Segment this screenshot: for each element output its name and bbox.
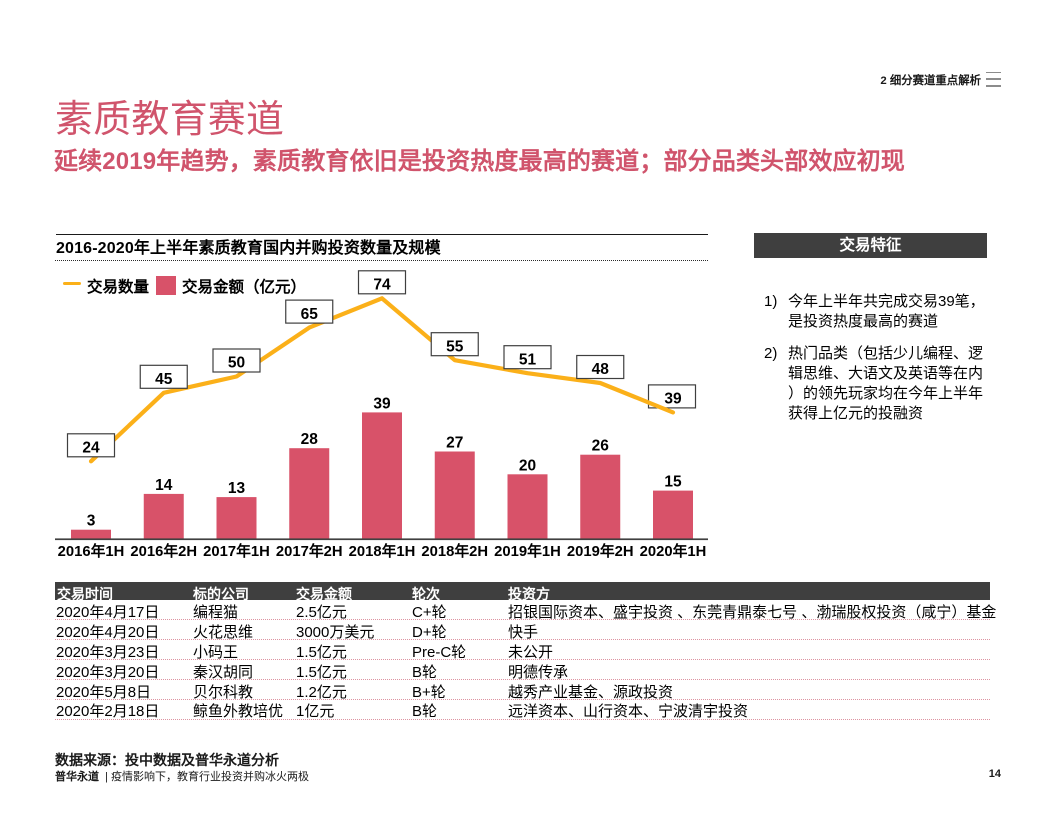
svg-text:27: 27 <box>446 435 463 452</box>
svg-text:2017年1H: 2017年1H <box>203 542 270 560</box>
svg-text:13: 13 <box>228 480 246 497</box>
svg-text:20: 20 <box>519 457 536 474</box>
svg-text:2018年2H: 2018年2H <box>421 542 488 560</box>
svg-text:45: 45 <box>155 371 173 388</box>
svg-text:65: 65 <box>301 306 319 323</box>
svg-text:14: 14 <box>155 477 173 494</box>
svg-text:55: 55 <box>446 338 464 355</box>
svg-text:74: 74 <box>373 277 391 294</box>
svg-text:2016年1H: 2016年1H <box>58 542 125 560</box>
svg-text:50: 50 <box>228 355 245 372</box>
svg-text:2019年1H: 2019年1H <box>494 542 561 560</box>
svg-text:51: 51 <box>519 351 537 368</box>
svg-text:2017年2H: 2017年2H <box>276 542 343 560</box>
svg-text:39: 39 <box>664 391 682 408</box>
svg-text:2019年2H: 2019年2H <box>567 542 634 560</box>
svg-text:39: 39 <box>373 395 391 412</box>
svg-text:28: 28 <box>301 431 319 448</box>
svg-text:2018年1H: 2018年1H <box>349 542 416 560</box>
svg-text:2020年1H: 2020年1H <box>640 542 707 560</box>
svg-text:3: 3 <box>87 513 96 530</box>
svg-text:2016年2H: 2016年2H <box>130 542 197 560</box>
svg-text:26: 26 <box>592 438 610 455</box>
svg-text:15: 15 <box>664 474 682 491</box>
svg-text:48: 48 <box>592 361 610 378</box>
svg-text:24: 24 <box>82 440 100 457</box>
